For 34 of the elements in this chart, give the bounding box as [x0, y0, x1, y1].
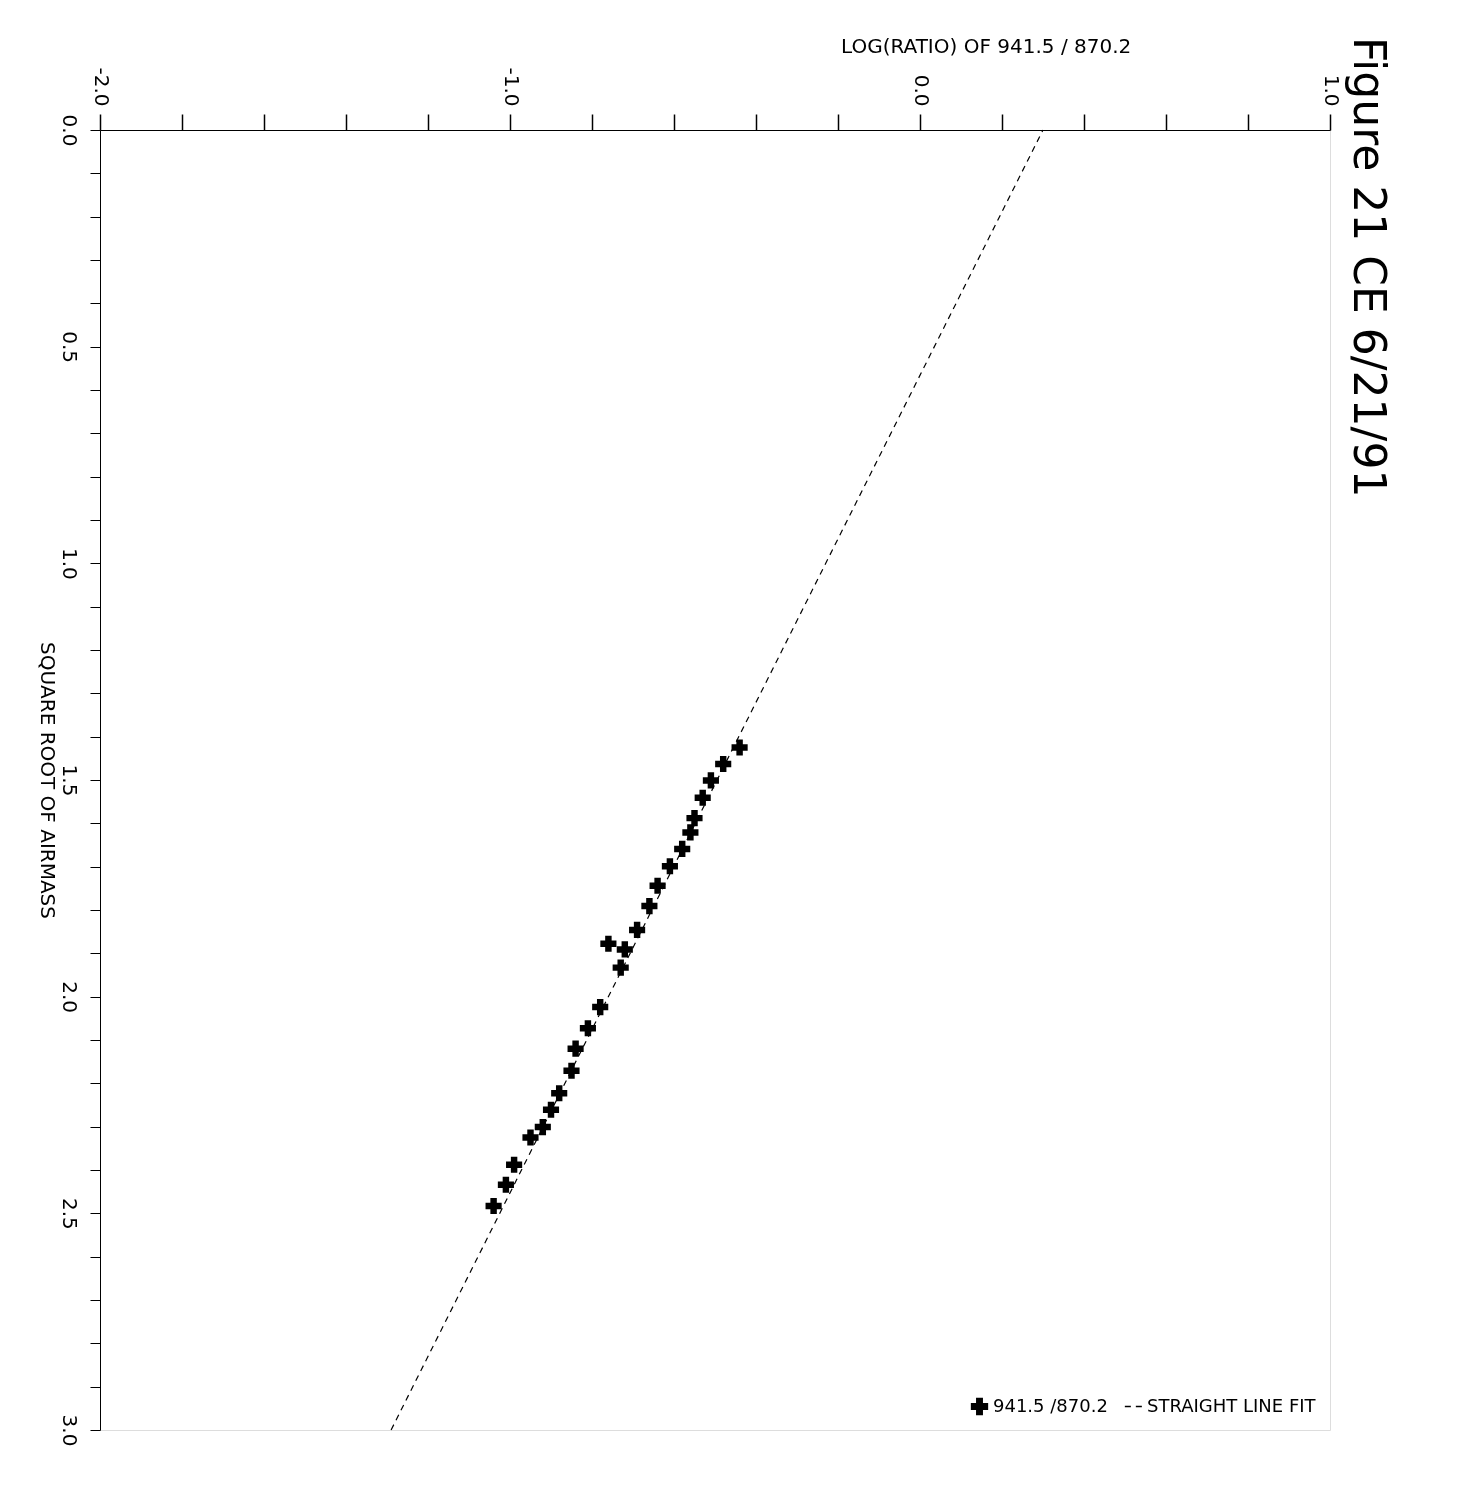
point: [522, 1129, 539, 1146]
x-tick-label: 0.0: [909, 74, 934, 107]
point: [506, 1156, 523, 1173]
point: [686, 810, 703, 827]
point: [551, 1085, 568, 1102]
point: [694, 789, 711, 806]
text: Figure 21 CE 6/21/91: [1344, 36, 1395, 498]
point: [616, 941, 633, 958]
point: [563, 1062, 580, 1079]
y-tick-label: 2.5: [57, 1197, 82, 1230]
point: [600, 935, 617, 952]
x-tick-label: -2.0: [89, 67, 114, 107]
point: [702, 772, 719, 789]
point: [579, 1020, 596, 1037]
point: [649, 877, 666, 894]
legend-label: 941.5 /870.2: [993, 1394, 1108, 1416]
y-tick-label: 0.0: [57, 114, 82, 147]
point: [612, 959, 629, 976]
y-tick-label: 0.5: [57, 331, 82, 364]
y-axis-title: SQUARE ROOT OF AIRMASS: [35, 641, 60, 920]
x-axis-title: LOG(RATIO) OF 941.5 / 870.2: [840, 34, 1132, 59]
legend-label: STRAIGHT LINE FIT: [1147, 1394, 1317, 1416]
point: [731, 739, 748, 756]
point: [497, 1176, 514, 1193]
y-tick-label: 1.0: [57, 547, 82, 580]
point: [485, 1197, 502, 1215]
x-tick-label: 1.0: [1319, 74, 1344, 107]
y-tick-label: 3.0: [57, 1414, 82, 1447]
point: [567, 1040, 584, 1057]
point: [641, 898, 658, 915]
y-tick-label: 1.5: [57, 764, 82, 797]
y-tick-label: 2.0: [57, 981, 82, 1014]
x-tick-label: -1.0: [499, 67, 524, 107]
point: [682, 824, 699, 841]
